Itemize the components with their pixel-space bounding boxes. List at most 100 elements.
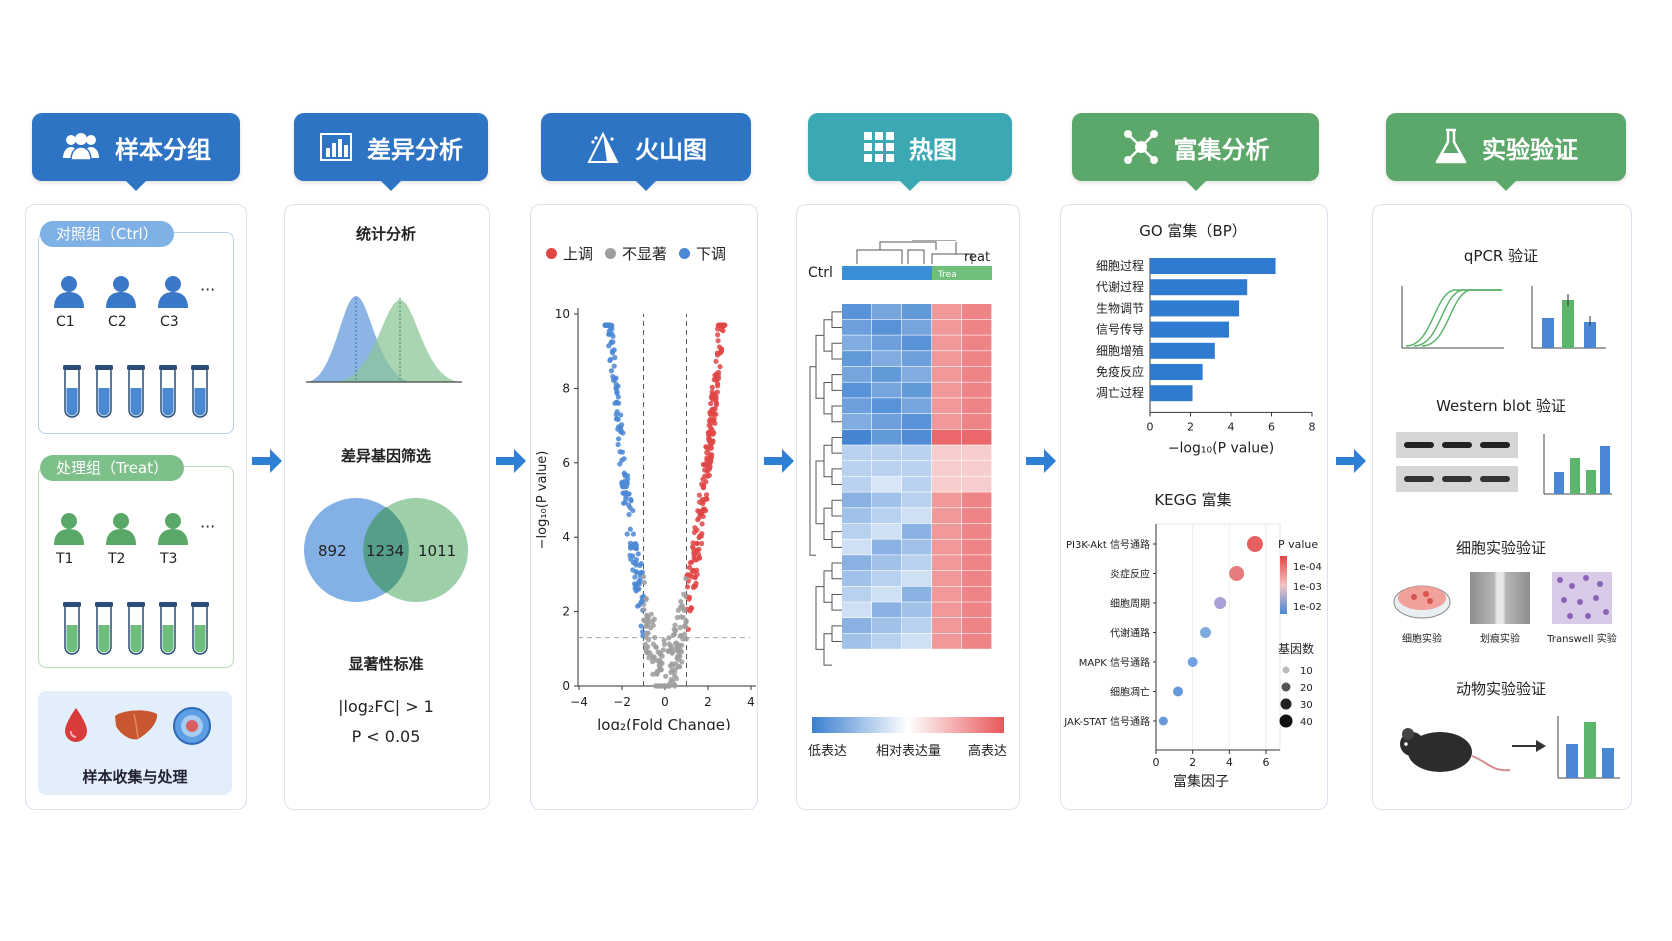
count-tick-label: 40 (1300, 717, 1313, 728)
heatmap-cell (962, 586, 992, 602)
volcano-point (696, 546, 702, 552)
go-term-label: 细胞过程 (1096, 258, 1144, 273)
cell-item-label: 划痕实验 (1480, 634, 1520, 645)
kegg-bubble (1173, 686, 1183, 697)
volcano-point (713, 358, 719, 364)
flow-arrow-icon (1336, 449, 1366, 473)
panel-validation (1372, 204, 1632, 810)
x-tick-label: 4 (747, 695, 755, 709)
volcano-point (633, 569, 639, 575)
heatmap-cell (902, 461, 932, 477)
header-heatmap: 热图 (808, 113, 1012, 191)
volcano-point (683, 575, 689, 582)
volcano-point (678, 649, 685, 655)
heatmap-cell (842, 398, 872, 414)
network-icon (1122, 128, 1160, 166)
volcano-point (703, 444, 709, 450)
row-dendrogram (809, 311, 842, 666)
volcano-point (621, 456, 627, 462)
liver-icon (115, 710, 158, 740)
qpcr-title: qPCR 验证 (1463, 247, 1539, 265)
heatmap-cell (932, 633, 962, 649)
volcano-point (711, 416, 717, 422)
volcano-point (672, 622, 678, 628)
heatmap-cell (842, 413, 872, 429)
volcano-point (649, 658, 656, 665)
volcano-point (614, 409, 620, 415)
heatmap-cell (962, 602, 992, 618)
heatmap-cell (932, 602, 962, 618)
heatmap-cell (932, 461, 962, 477)
volcano-point (658, 659, 664, 666)
volcano-point (615, 441, 621, 448)
heatmap-cell (932, 618, 962, 634)
volcano-point (696, 492, 703, 498)
volcano-point (678, 614, 684, 620)
flow-arrow-icon (1026, 449, 1056, 473)
legend-ns: 不显著 (605, 243, 667, 264)
x-tick-label: −4 (570, 695, 588, 709)
heatmap-cell (962, 413, 992, 429)
volcano-point (714, 389, 720, 395)
test-tube-icon (158, 601, 178, 661)
heatmap-cell (872, 492, 902, 508)
heatmap-cell (872, 366, 902, 382)
heatmap-cell (932, 445, 962, 461)
heatmap-cell (902, 366, 932, 382)
volcano-point (636, 578, 642, 584)
volcano-point (645, 644, 651, 650)
go-term-label: 代谢过程 (1096, 279, 1144, 294)
volcano-point (698, 511, 705, 517)
volcano-point (666, 641, 672, 647)
volcano-point (613, 416, 620, 422)
heatmap-cell (932, 413, 962, 429)
kegg-term-label: 细胞周期 (1110, 597, 1150, 610)
transwell-image (1552, 572, 1612, 624)
treat-annotation-bar (932, 266, 992, 280)
venn-left-count: 892 (318, 542, 347, 560)
volcano-point (699, 481, 705, 487)
criteria-title: 显著性标准 (348, 655, 424, 673)
volcano-point (678, 633, 684, 639)
heatmap-cell (962, 445, 992, 461)
volcano-point (675, 652, 682, 658)
heatmap-cell (902, 618, 932, 634)
flow-arrow-icon (252, 449, 282, 473)
heatmap-cell (872, 523, 902, 539)
pvalue-tick-label: 1e-03 (1293, 582, 1322, 593)
go-bar (1150, 364, 1203, 380)
count-legend-title: 基因数 (1278, 641, 1314, 656)
volcano-point (657, 651, 663, 658)
pvalue-tick-label: 1e-02 (1293, 602, 1322, 613)
volcano-point (693, 580, 699, 586)
go-term-label: 生物调节 (1096, 301, 1144, 315)
volcano-point (677, 625, 683, 631)
heatmap-cell (962, 366, 992, 382)
header-validation: 实验验证 (1386, 113, 1626, 191)
heatmap-cell (842, 492, 872, 508)
volcano-point (618, 412, 624, 418)
volcano-point (696, 555, 702, 561)
header-label: 样本分组 (115, 135, 211, 164)
volcano-point (708, 455, 715, 461)
test-tube-icon (158, 364, 178, 424)
go-x-tick-label: 2 (1187, 420, 1194, 433)
treat-column-label: reat (964, 250, 990, 265)
volcano-point (715, 375, 722, 382)
volcano-point (620, 430, 626, 436)
volcano-point (617, 461, 623, 467)
volcano-point (644, 630, 650, 636)
legend-up: 上调 (546, 243, 593, 264)
volcano-point (638, 561, 644, 567)
heatmap-cell (902, 555, 932, 571)
volcano-point (670, 632, 676, 638)
volcano-point (715, 338, 721, 344)
heatmap-cell (902, 351, 932, 367)
heatmap-cell (902, 429, 932, 445)
heatmap-cell (842, 429, 872, 445)
pvalue-legend-title: P value (1278, 538, 1318, 551)
heatmap-cell (902, 304, 932, 320)
volcano-point (661, 641, 668, 647)
volcano-point (694, 571, 700, 577)
more-samples-ellipsis: ··· (200, 517, 216, 536)
